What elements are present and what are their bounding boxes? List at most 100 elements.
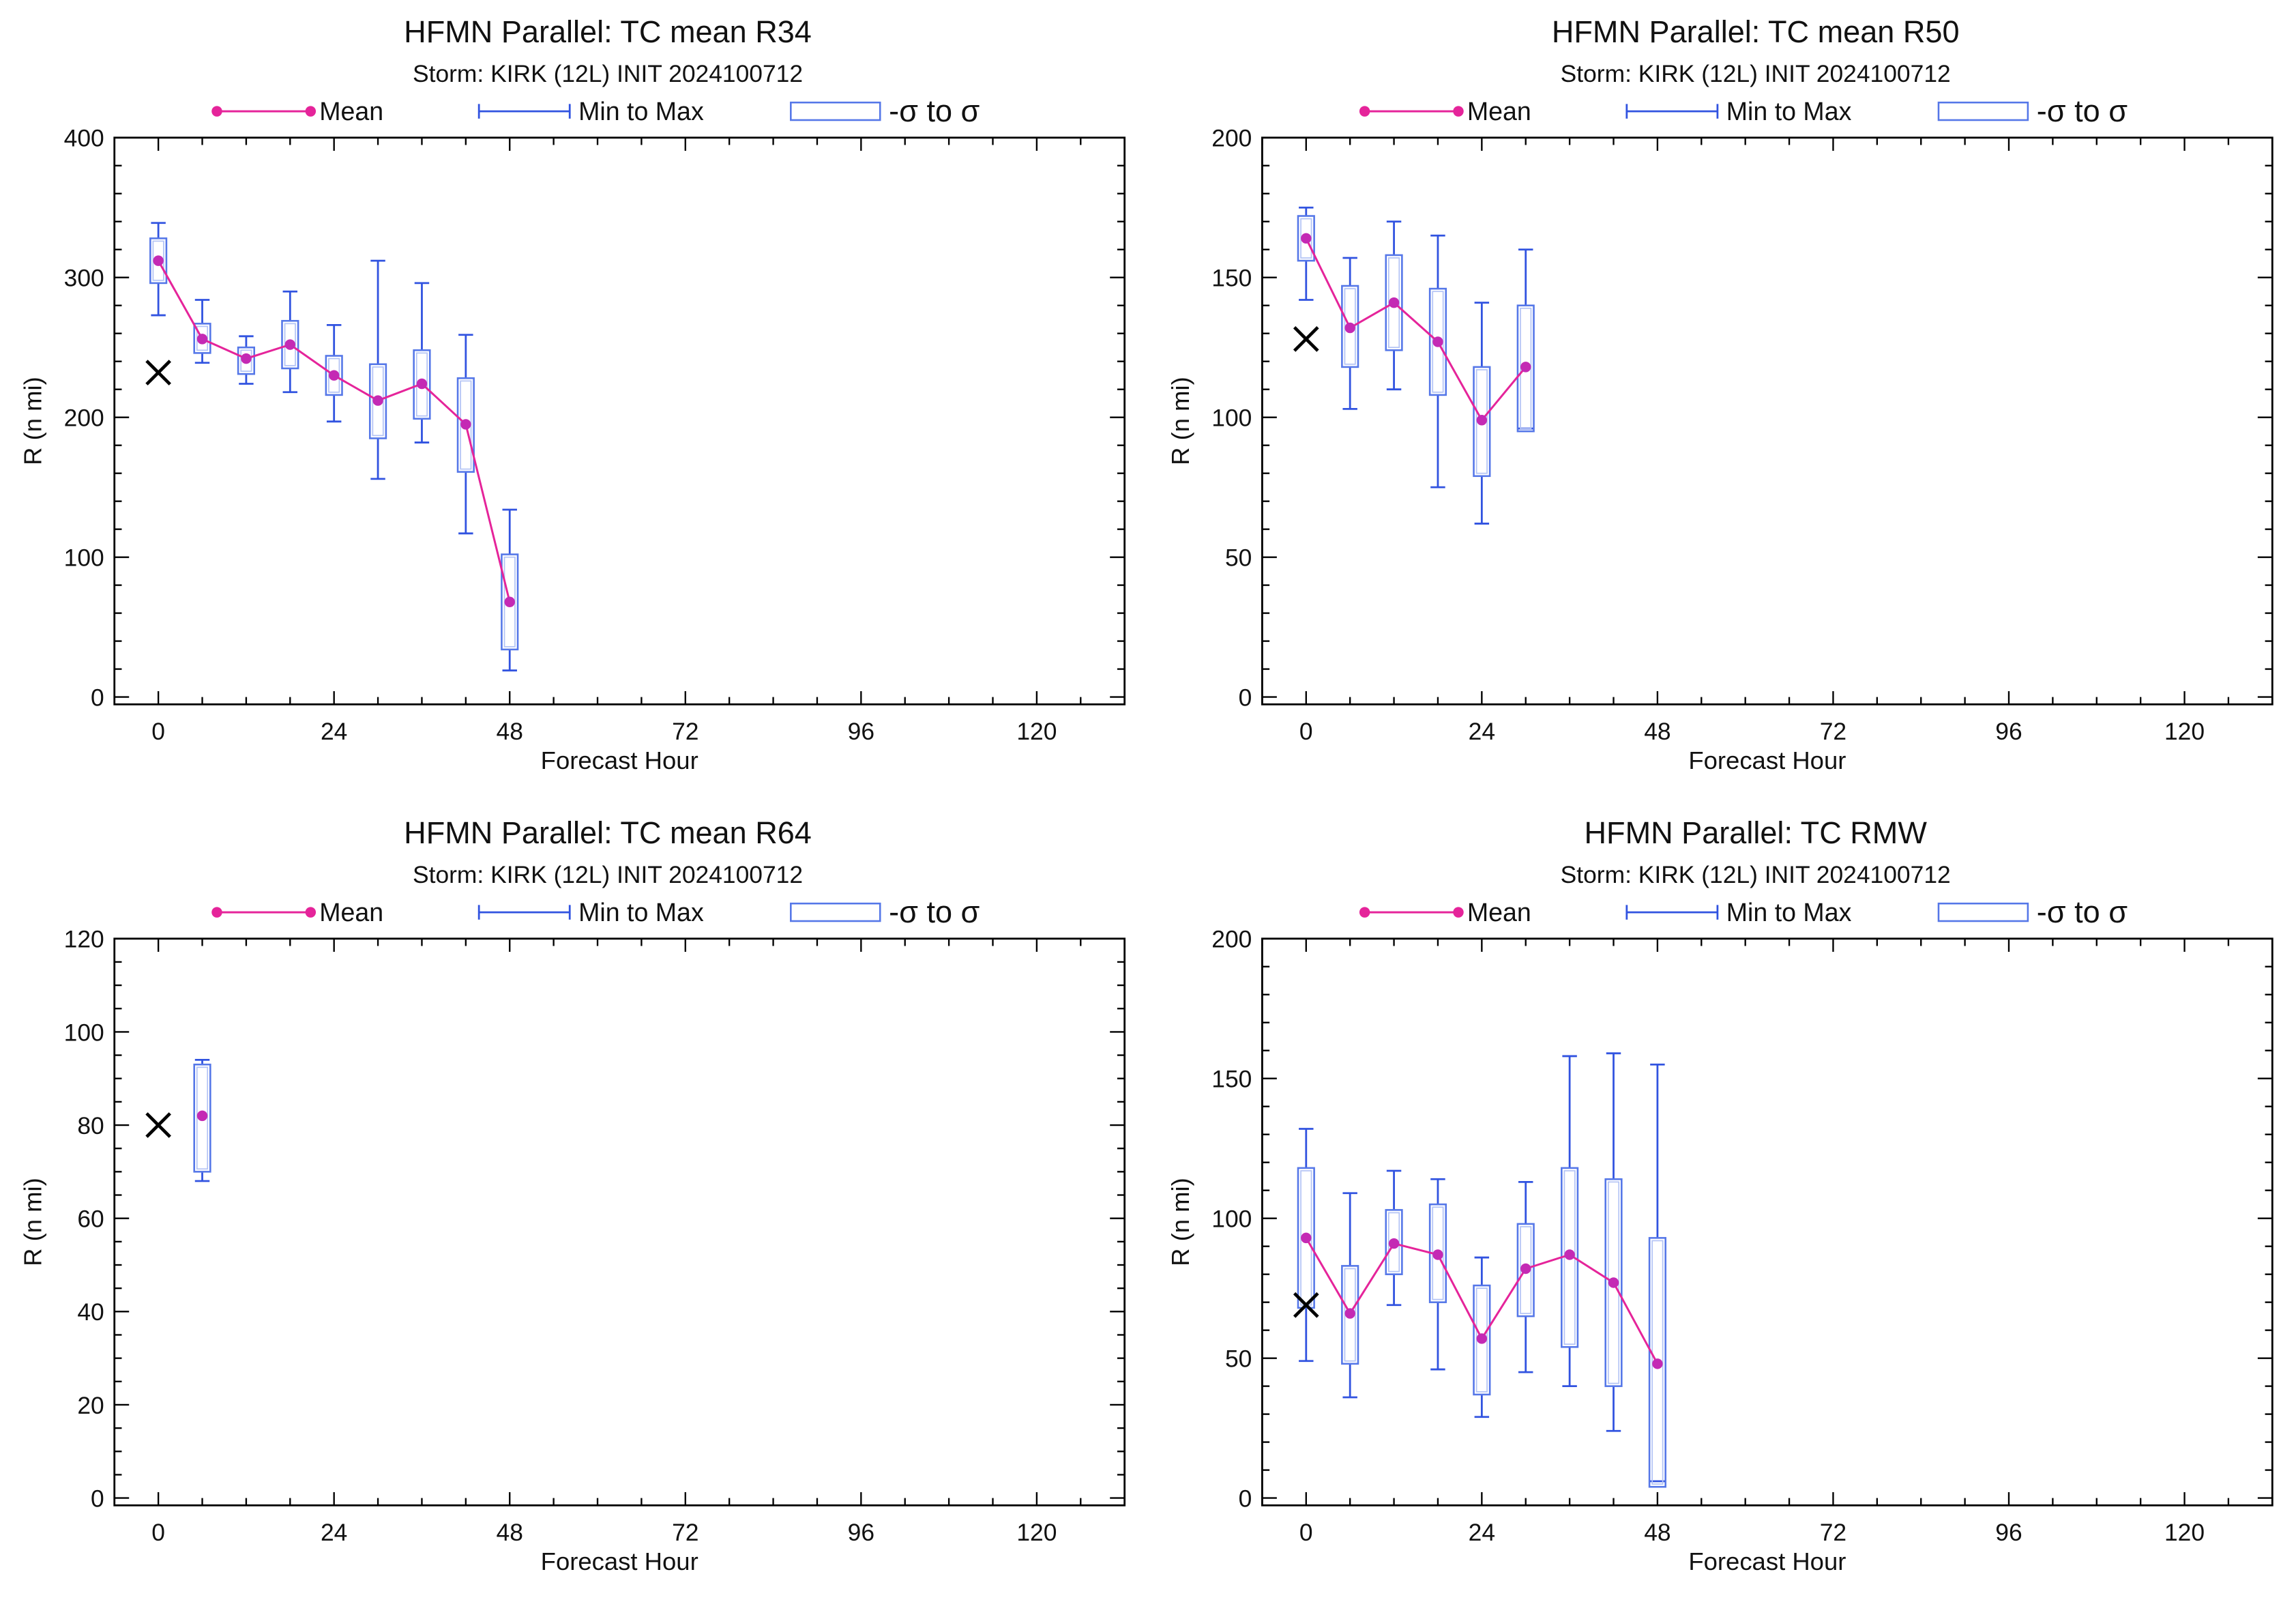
observed-x-stroke bbox=[1293, 1292, 1319, 1318]
y-tick-label: 150 bbox=[1211, 1066, 1252, 1093]
box-whisker bbox=[1297, 1128, 1315, 1363]
observed-x-stroke bbox=[145, 360, 171, 385]
legend-mean-dot bbox=[1453, 106, 1464, 117]
legend-item-sigma: -σ to σ bbox=[1937, 894, 2128, 929]
box-whisker bbox=[1297, 206, 1315, 301]
chart-panel-rmw: HFMN Parallel: TC RMW Storm: KIRK (12L) I… bbox=[1166, 815, 2273, 1575]
legend-item-sigma: -σ to σ bbox=[790, 93, 980, 128]
box-whisker bbox=[456, 334, 475, 535]
legend: Mean Min to Max -σ to σ bbox=[1359, 93, 2128, 128]
legend-mean-dot bbox=[1453, 907, 1464, 918]
mean-point bbox=[504, 596, 515, 607]
x-tick-label: 72 bbox=[1820, 1519, 1846, 1546]
data-series bbox=[145, 1058, 211, 1182]
mean-point bbox=[1652, 1358, 1663, 1369]
sigma-box bbox=[368, 363, 387, 439]
chart-title: HFMN Parallel: TC mean R50 bbox=[1552, 14, 1960, 49]
legend-min-max-label: Min to Max bbox=[1726, 898, 1852, 927]
mean-point bbox=[196, 334, 208, 345]
sigma-box bbox=[1648, 1237, 1666, 1488]
chart-panel-r34: HFMN Parallel: TC mean R34 Storm: KIRK (1… bbox=[18, 14, 1126, 774]
y-tick-label: 20 bbox=[77, 1392, 104, 1419]
chart-panel-r64: HFMN Parallel: TC mean R64 Storm: KIRK (1… bbox=[18, 815, 1126, 1575]
mean-point bbox=[1344, 1308, 1355, 1319]
y-tick-label: 0 bbox=[91, 684, 104, 711]
x-tick-label: 0 bbox=[1299, 1519, 1313, 1546]
legend-sigma-swatch bbox=[790, 101, 881, 121]
plot-frame bbox=[1261, 937, 2273, 1506]
box-whisker bbox=[1561, 1055, 1579, 1388]
observed-x-stroke bbox=[145, 1112, 171, 1138]
y-tick-label: 200 bbox=[1211, 125, 1252, 152]
x-tick-label: 0 bbox=[151, 718, 165, 745]
legend: Mean Min to Max -σ to σ bbox=[211, 894, 980, 929]
plot-frame bbox=[113, 937, 1126, 1506]
y-tick-label: 400 bbox=[64, 125, 104, 152]
data-series bbox=[145, 222, 519, 672]
mean-point bbox=[284, 339, 296, 350]
box-whisker bbox=[237, 335, 256, 385]
mean-point bbox=[1301, 233, 1312, 244]
mean-point bbox=[1388, 1238, 1400, 1249]
legend-sigma-swatch bbox=[1937, 101, 2029, 121]
x-tick-label: 120 bbox=[1016, 718, 1057, 745]
y-tick-label: 100 bbox=[64, 544, 104, 572]
chart-title: HFMN Parallel: TC RMW bbox=[1584, 815, 1927, 850]
sigma-box bbox=[1473, 1284, 1491, 1396]
legend-mean-label: Mean bbox=[319, 97, 383, 126]
legend-mean-dot bbox=[305, 907, 317, 918]
sigma-box bbox=[1473, 366, 1491, 478]
legend: Mean Min to Max -σ to σ bbox=[211, 93, 980, 128]
mean-point bbox=[1344, 322, 1355, 334]
mean-point bbox=[1476, 1333, 1488, 1344]
legend-item-min-max: Min to Max bbox=[477, 898, 704, 927]
sigma-box-inner bbox=[1475, 1287, 1488, 1393]
chart-subtitle: Storm: KIRK (12L) INIT 2024100712 bbox=[1561, 60, 1951, 87]
x-axis-label: Forecast Hour bbox=[541, 1547, 698, 1575]
x-tick-label: 24 bbox=[1469, 718, 1495, 745]
legend-item-mean: Mean bbox=[1359, 97, 1531, 126]
x-tick-label: 72 bbox=[1820, 718, 1846, 745]
legend-min-max-label: Min to Max bbox=[578, 97, 704, 126]
x-tick-label: 48 bbox=[497, 1519, 523, 1546]
y-tick-label: 100 bbox=[1211, 405, 1252, 432]
box-whisker bbox=[1516, 1180, 1535, 1373]
mean-point bbox=[1432, 336, 1443, 347]
mean-point bbox=[1301, 1232, 1312, 1244]
sigma-box bbox=[281, 319, 299, 370]
mean-point bbox=[1564, 1249, 1575, 1260]
observed-x-marker bbox=[1293, 1292, 1319, 1318]
x-tick-label: 120 bbox=[1016, 1519, 1057, 1546]
legend-item-mean: Mean bbox=[1359, 898, 1531, 927]
sigma-box-inner bbox=[1520, 1226, 1532, 1314]
mean-point bbox=[1520, 1263, 1531, 1275]
x-axis-label: Forecast Hour bbox=[1688, 746, 1846, 774]
y-tick-label: 0 bbox=[91, 1485, 104, 1512]
legend-mean-dot bbox=[211, 106, 222, 117]
observed-x-marker bbox=[145, 1112, 171, 1138]
x-tick-label: 0 bbox=[151, 1519, 165, 1546]
y-tick-label: 120 bbox=[64, 926, 104, 953]
sigma-box-inner bbox=[1520, 307, 1532, 429]
y-axis-label: R (n mi) bbox=[1166, 377, 1194, 465]
box-whisker bbox=[1648, 1063, 1666, 1488]
mean-point bbox=[1476, 415, 1488, 426]
sigma-box-inner bbox=[1344, 288, 1356, 365]
box-whisker bbox=[1473, 302, 1491, 525]
sigma-box bbox=[325, 355, 343, 396]
y-tick-label: 150 bbox=[1211, 265, 1252, 292]
x-tick-label: 48 bbox=[1644, 1519, 1671, 1546]
plot-frame bbox=[113, 136, 1126, 705]
observed-x-stroke bbox=[1293, 326, 1319, 352]
legend-item-min-max: Min to Max bbox=[1625, 898, 1852, 927]
sigma-box-inner bbox=[1475, 369, 1488, 474]
sigma-box bbox=[501, 553, 519, 651]
legend: Mean Min to Max -σ to σ bbox=[1359, 894, 2128, 929]
sigma-box bbox=[193, 323, 211, 354]
axes: 0 24 48 72 96 120 0 100 200 300 400 Forecast Hour R … bbox=[18, 125, 1126, 774]
box-whisker bbox=[1516, 248, 1535, 433]
sigma-box bbox=[1516, 304, 1535, 433]
mean-point bbox=[328, 370, 340, 381]
y-tick-label: 300 bbox=[64, 265, 104, 292]
